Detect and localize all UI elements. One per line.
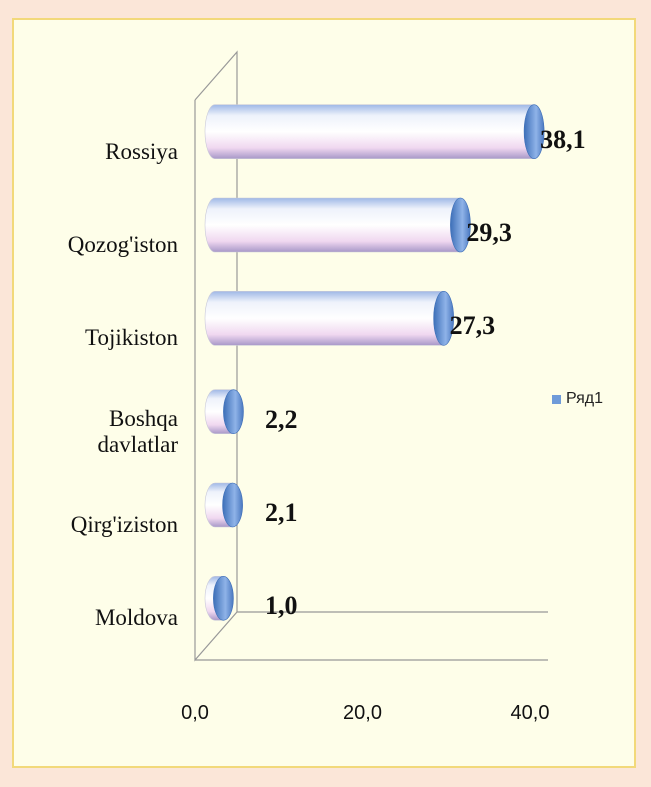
bar-body: [204, 291, 454, 346]
value-label: 27,3: [449, 311, 496, 341]
y-tick-label: Qozog'iston: [67, 232, 178, 257]
bar-body: [204, 197, 471, 253]
y-tick-label: Boshqa davlatlar: [97, 405, 178, 457]
bar-cap: [450, 197, 471, 253]
value-label: 38,1: [540, 124, 586, 154]
bar-body: [204, 104, 545, 159]
value-label: 2,2: [265, 404, 298, 434]
y-tick-label: Moldova: [94, 605, 178, 631]
legend: Ряд1: [552, 390, 603, 408]
bar-cap: [222, 482, 243, 528]
value-label: 2,1: [265, 498, 298, 527]
bar-cap: [523, 104, 545, 159]
x-tick-label: 40,0: [510, 702, 550, 724]
bar: [204, 197, 471, 253]
x-tick-label: 0,0: [181, 702, 209, 724]
bar: [204, 576, 234, 621]
legend-label: Ряд1: [566, 390, 604, 407]
bar-cap: [433, 291, 454, 346]
x-tick-label: 20,0: [343, 702, 382, 724]
value-label: 29,3: [466, 218, 512, 247]
legend-swatch: [552, 394, 561, 404]
bar: [204, 389, 244, 434]
side-wall: [194, 100, 548, 662]
bar-cap: [223, 389, 244, 434]
bar: [204, 482, 243, 528]
y-tick-label: Rossiya: [105, 138, 178, 164]
bar-cap: [213, 576, 234, 621]
bar: [204, 104, 545, 159]
y-tick-label: Qirg'iziston: [70, 512, 178, 537]
value-label: 1,0: [265, 591, 298, 621]
bar: [204, 291, 454, 346]
y-tick-label: Tojikiston: [85, 325, 178, 351]
